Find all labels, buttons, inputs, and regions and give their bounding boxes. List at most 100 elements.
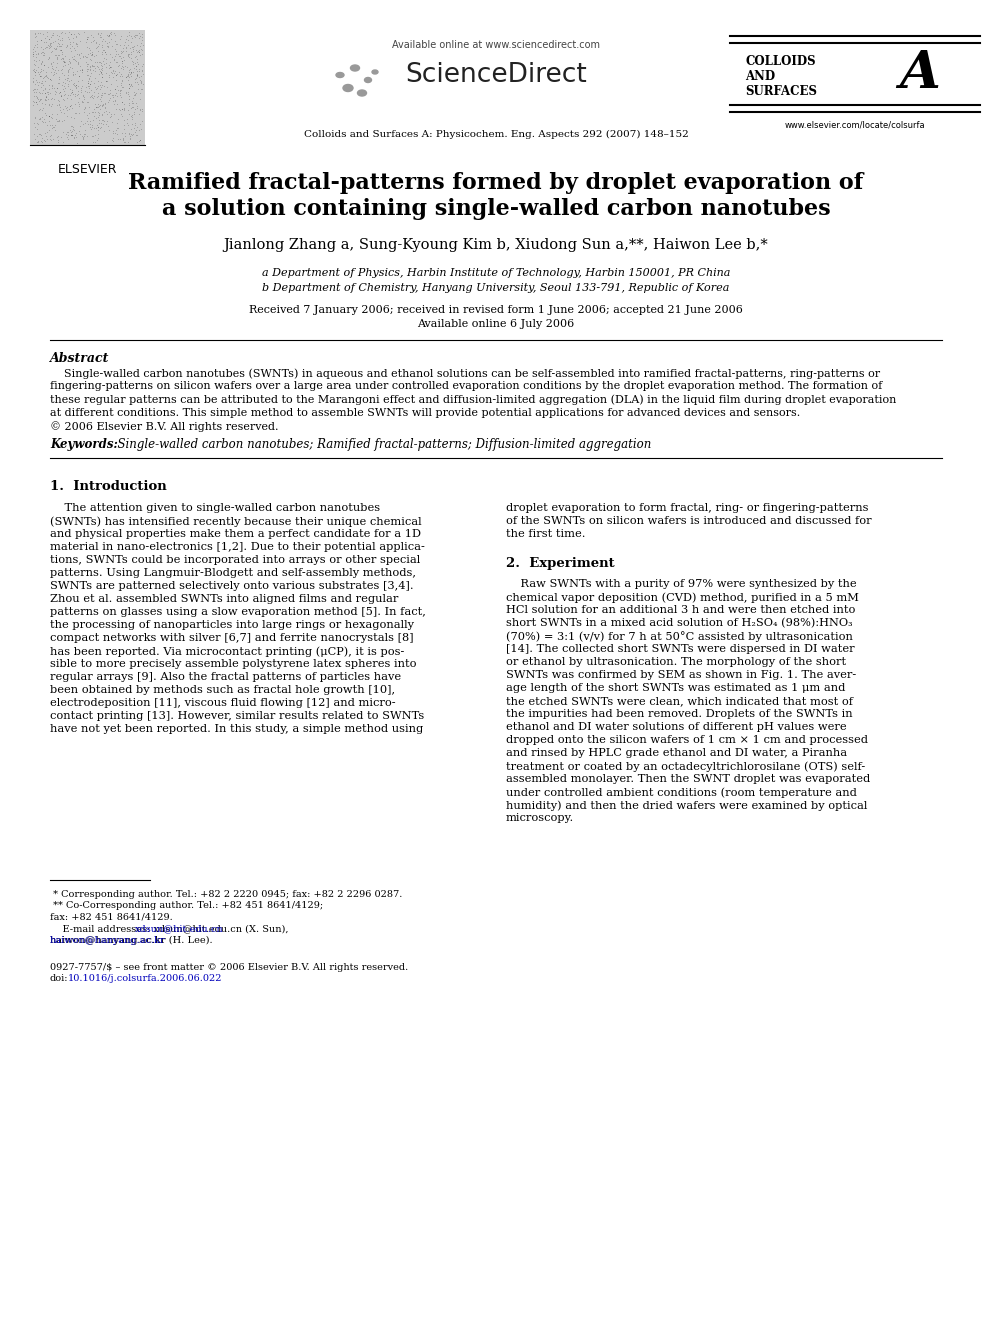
Point <box>86 56 102 77</box>
Point <box>127 115 143 136</box>
Point <box>30 75 46 97</box>
Point <box>65 49 81 70</box>
Point <box>82 32 98 53</box>
Point <box>81 110 97 131</box>
Text: the etched SWNTs were clean, which indicated that most of: the etched SWNTs were clean, which indic… <box>506 696 853 706</box>
Point <box>41 37 57 58</box>
Point <box>48 114 63 135</box>
Point <box>129 131 145 152</box>
Text: ScienceDirect: ScienceDirect <box>405 62 587 89</box>
Ellipse shape <box>350 65 359 71</box>
Text: SWNTs was confirmed by SEM as shown in Fig. 1. The aver-: SWNTs was confirmed by SEM as shown in F… <box>506 669 856 680</box>
Point <box>129 24 145 45</box>
Point <box>45 56 61 77</box>
Point <box>83 49 99 70</box>
Point <box>83 79 99 101</box>
Point <box>78 28 94 49</box>
Text: HCl solution for an additional 3 h and were then etched into: HCl solution for an additional 3 h and w… <box>506 605 855 615</box>
Point <box>29 86 45 107</box>
Point <box>49 110 64 131</box>
Point <box>32 64 48 85</box>
Point <box>111 54 127 75</box>
Point <box>82 56 98 77</box>
Point <box>100 116 116 138</box>
Point <box>33 65 49 86</box>
Point <box>75 46 91 67</box>
Text: Abstract: Abstract <box>50 352 109 365</box>
Point <box>90 127 106 148</box>
Point <box>27 26 43 48</box>
Point <box>94 105 110 126</box>
Point <box>113 86 129 107</box>
Point <box>67 50 83 71</box>
Point <box>53 85 68 106</box>
Point <box>120 99 136 120</box>
Point <box>35 128 51 149</box>
Point <box>39 65 55 86</box>
Point <box>125 87 141 108</box>
Point <box>34 29 50 50</box>
Point <box>128 26 144 48</box>
Point <box>80 70 96 91</box>
Point <box>114 50 130 71</box>
Point <box>53 40 68 61</box>
Point <box>96 75 112 97</box>
Point <box>46 58 62 79</box>
Point <box>80 26 96 48</box>
Point <box>127 83 143 105</box>
Point <box>74 75 90 97</box>
Point <box>49 46 64 67</box>
Point <box>134 60 150 81</box>
Point <box>90 97 106 118</box>
Point <box>27 73 43 94</box>
Point <box>62 52 78 73</box>
Point <box>27 62 43 83</box>
Point <box>60 34 75 56</box>
Point <box>134 56 150 77</box>
Point <box>52 73 67 94</box>
Point <box>135 29 151 50</box>
Point <box>124 114 140 135</box>
Point <box>116 99 132 120</box>
Point <box>114 70 130 91</box>
Point <box>43 82 59 103</box>
Point <box>74 112 90 134</box>
Point <box>130 60 146 81</box>
Point <box>56 89 71 110</box>
Text: been obtained by methods such as fractal hole growth [10],: been obtained by methods such as fractal… <box>50 685 395 695</box>
Point <box>86 81 102 102</box>
Point <box>108 33 124 54</box>
Point <box>41 106 57 127</box>
Point <box>121 73 137 94</box>
Point <box>79 36 95 57</box>
Point <box>91 112 107 134</box>
Point <box>34 93 50 114</box>
Point <box>131 131 147 152</box>
Point <box>26 71 42 93</box>
Point <box>132 44 148 65</box>
Point <box>96 38 112 60</box>
Point <box>95 114 111 135</box>
Point <box>124 108 140 130</box>
Point <box>53 36 68 57</box>
Point <box>65 45 81 66</box>
Point <box>112 99 128 120</box>
Point <box>73 110 89 131</box>
Point <box>43 26 59 48</box>
Point <box>45 22 61 44</box>
Point <box>52 111 67 132</box>
Point <box>91 94 107 115</box>
Point <box>46 78 62 99</box>
Point <box>109 123 125 144</box>
Point <box>72 79 88 101</box>
Point <box>92 25 108 46</box>
Point <box>95 94 111 115</box>
Point <box>28 128 44 149</box>
Point <box>75 126 91 147</box>
Point <box>56 52 71 73</box>
Point <box>79 65 95 86</box>
Point <box>120 83 136 105</box>
Point <box>56 110 71 131</box>
Text: the first time.: the first time. <box>506 529 585 538</box>
Point <box>55 48 70 69</box>
